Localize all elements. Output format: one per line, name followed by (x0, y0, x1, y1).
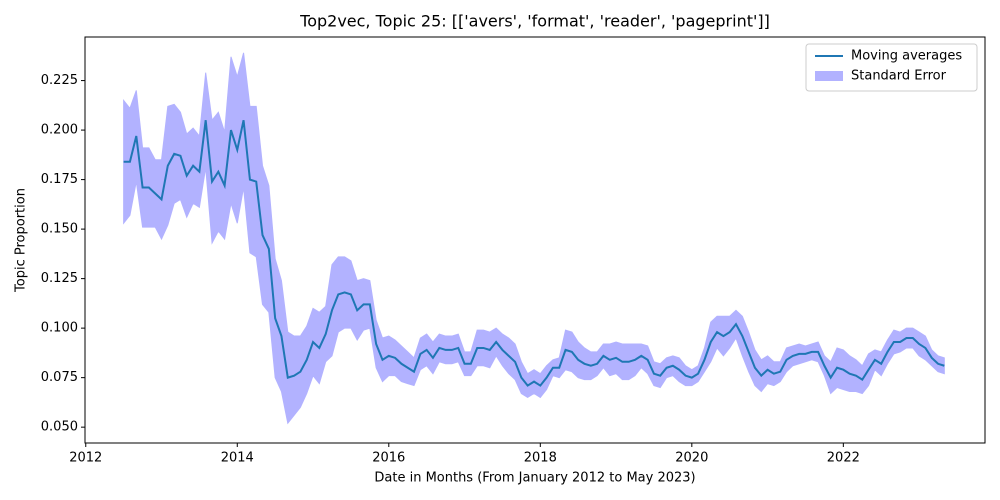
y-tick-label: 0.150 (41, 222, 78, 237)
y-tick-label: 0.200 (41, 123, 78, 138)
moving-average-line (123, 119, 945, 387)
chart-title: Top2vec, Topic 25: [['avers', 'format', … (299, 12, 770, 31)
x-tick-label: 2012 (69, 451, 102, 466)
legend-band-swatch (815, 71, 843, 81)
x-tick-label: 2020 (675, 451, 708, 466)
x-tick-label: 2016 (372, 451, 405, 466)
legend-label: Standard Error (851, 69, 947, 84)
y-axis-label: Topic Proportion (14, 188, 29, 293)
y-tick-label: 0.100 (41, 321, 78, 336)
legend-label: Moving averages (851, 49, 962, 64)
y-tick-label: 0.050 (41, 420, 78, 435)
y-tick-label: 0.075 (41, 370, 78, 385)
y-tick-label: 0.175 (41, 172, 78, 187)
y-tick-label: 0.125 (41, 271, 78, 286)
legend-box (805, 43, 978, 92)
x-axis-label: Date in Months (From January 2012 to May… (374, 471, 695, 486)
y-tick-label: 0.225 (41, 73, 78, 88)
x-tick-label: 2022 (827, 451, 860, 466)
x-tick-label: 2018 (524, 451, 557, 466)
x-tick-label: 2014 (221, 451, 254, 466)
plot-frame (84, 36, 986, 444)
